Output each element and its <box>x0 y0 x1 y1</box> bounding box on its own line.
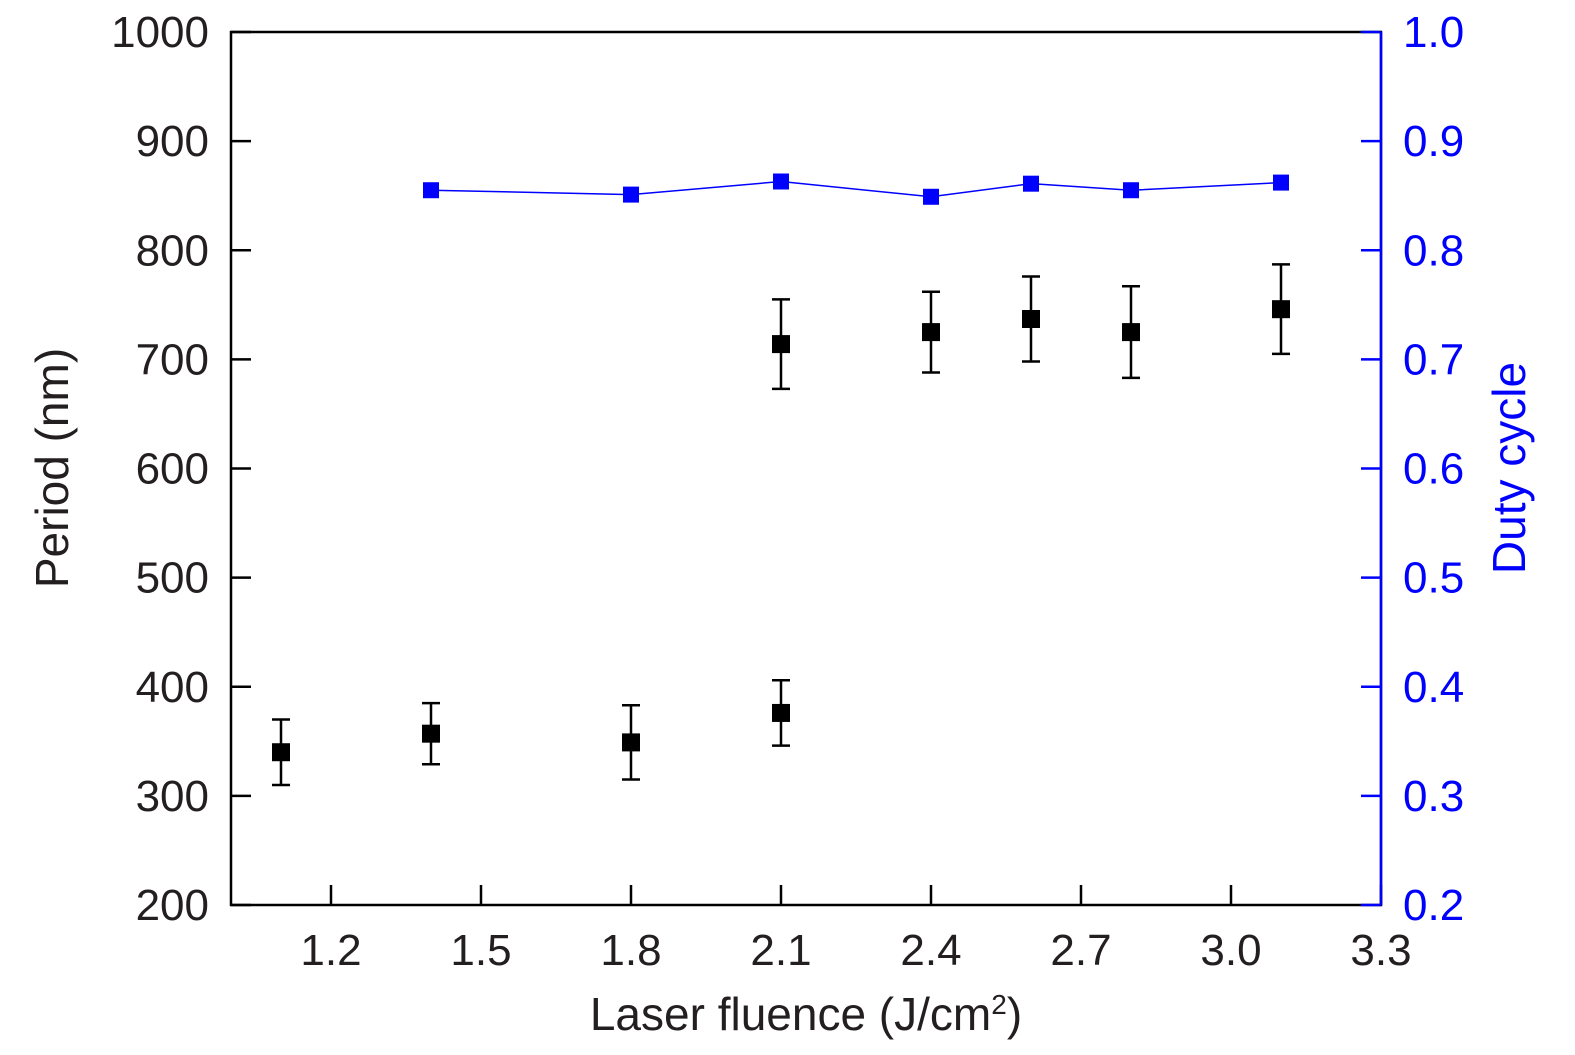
y2-tick-label: 0.8 <box>1403 226 1464 275</box>
x-tick-label: 1.8 <box>600 926 661 975</box>
y2-axis-title: Duty cycle <box>1483 362 1535 574</box>
y-axis-title: Period (nm) <box>26 348 78 588</box>
period-point <box>772 703 790 722</box>
x-tick-label: 2.7 <box>1050 926 1111 975</box>
duty-cycle-point <box>923 188 939 205</box>
y-tick-label: 700 <box>136 335 209 384</box>
x-tick-label: 2.4 <box>900 926 961 975</box>
y2-tick-label: 0.7 <box>1403 335 1464 384</box>
duty-cycle-point <box>423 182 439 199</box>
duty-cycle-point <box>1123 182 1139 199</box>
duty-cycle-point <box>623 186 639 203</box>
period-point <box>272 743 290 762</box>
y2-tick-label: 0.6 <box>1403 445 1464 494</box>
x-axis-title-superscript: 2 <box>991 989 1007 1020</box>
period-point <box>772 335 790 354</box>
x-axis-title: Laser fluence (J/cm2) <box>590 988 1022 1040</box>
y-tick-label: 200 <box>136 881 209 930</box>
y-tick-label: 800 <box>136 226 209 275</box>
duty-cycle-point <box>773 173 789 190</box>
y2-tick-label: 0.3 <box>1403 772 1464 821</box>
y-tick-label: 300 <box>136 772 209 821</box>
y2-tick-label: 0.2 <box>1403 881 1464 930</box>
x-tick-label: 1.2 <box>300 926 361 975</box>
period-point <box>1122 323 1140 342</box>
x-tick-label: 3.3 <box>1350 926 1411 975</box>
y2-axis-ticks: 0.2 0.3 0.4 0.5 0.6 0.7 0.8 0.9 1.0 <box>1361 8 1464 930</box>
period-point <box>1022 309 1040 328</box>
duty-cycle-series <box>423 173 1289 205</box>
y2-tick-label: 0.4 <box>1403 663 1464 712</box>
x-axis-ticks: 1.2 1.5 1.8 2.1 2.4 2.7 3.0 3.3 <box>300 885 1412 975</box>
x-tick-label: 1.5 <box>450 926 511 975</box>
x-tick-label: 3.0 <box>1200 926 1261 975</box>
period-point <box>1272 300 1290 319</box>
y2-tick-label: 1.0 <box>1403 8 1464 57</box>
y2-tick-label: 0.5 <box>1403 554 1464 603</box>
x-tick-label: 2.1 <box>750 926 811 975</box>
plot-area <box>229 30 1383 907</box>
y-axis-ticks: 200 300 400 500 600 700 800 900 1000 <box>111 8 251 930</box>
y-tick-label: 600 <box>136 445 209 494</box>
x-axis-title-end: ) <box>1007 988 1022 1040</box>
period-point <box>622 733 640 752</box>
y-tick-label: 900 <box>136 117 209 166</box>
duty-cycle-point <box>1273 174 1289 191</box>
y2-tick-label: 0.9 <box>1403 117 1464 166</box>
duty-cycle-point <box>1023 175 1039 192</box>
period-series <box>272 263 1290 787</box>
period-point <box>922 323 940 342</box>
period-point <box>422 724 440 743</box>
y-tick-label: 400 <box>136 663 209 712</box>
x-axis-title-text: Laser fluence (J/cm <box>590 988 991 1040</box>
y-tick-label: 1000 <box>111 8 209 57</box>
y-tick-label: 500 <box>136 554 209 603</box>
